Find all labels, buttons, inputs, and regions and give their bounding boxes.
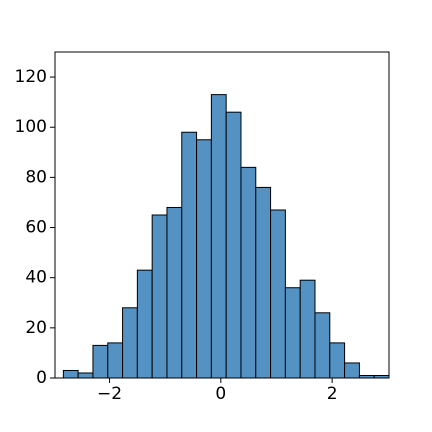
y-tick-label: 0	[36, 368, 47, 388]
y-tick-label: 60	[25, 218, 47, 238]
bar	[62, 369, 79, 378]
bar	[373, 374, 389, 378]
bar	[196, 139, 212, 378]
bar	[92, 344, 109, 378]
bar	[107, 342, 124, 378]
bar	[210, 94, 227, 378]
bar	[225, 111, 242, 378]
bar	[284, 287, 301, 378]
bar	[181, 131, 198, 378]
bar	[136, 269, 153, 378]
x-tick-label: 2	[327, 384, 338, 404]
y-tick-label: 40	[25, 268, 47, 288]
bar	[329, 342, 346, 378]
bar	[344, 362, 360, 378]
bar	[77, 372, 94, 378]
x-tick-label: −2	[97, 384, 122, 404]
y-tick-label: 20	[25, 318, 47, 338]
y-tick-label: 80	[25, 167, 47, 187]
bar	[166, 206, 183, 378]
bar	[122, 307, 138, 378]
x-tick-label: 0	[215, 384, 226, 404]
bar	[151, 214, 168, 378]
y-tick-label: 120	[15, 67, 47, 87]
bar	[314, 312, 331, 378]
bar	[270, 209, 286, 378]
bar	[299, 279, 316, 378]
bar	[240, 166, 257, 378]
bar	[255, 186, 272, 378]
plot-frame	[54, 51, 390, 379]
y-tick-label: 100	[15, 117, 47, 137]
